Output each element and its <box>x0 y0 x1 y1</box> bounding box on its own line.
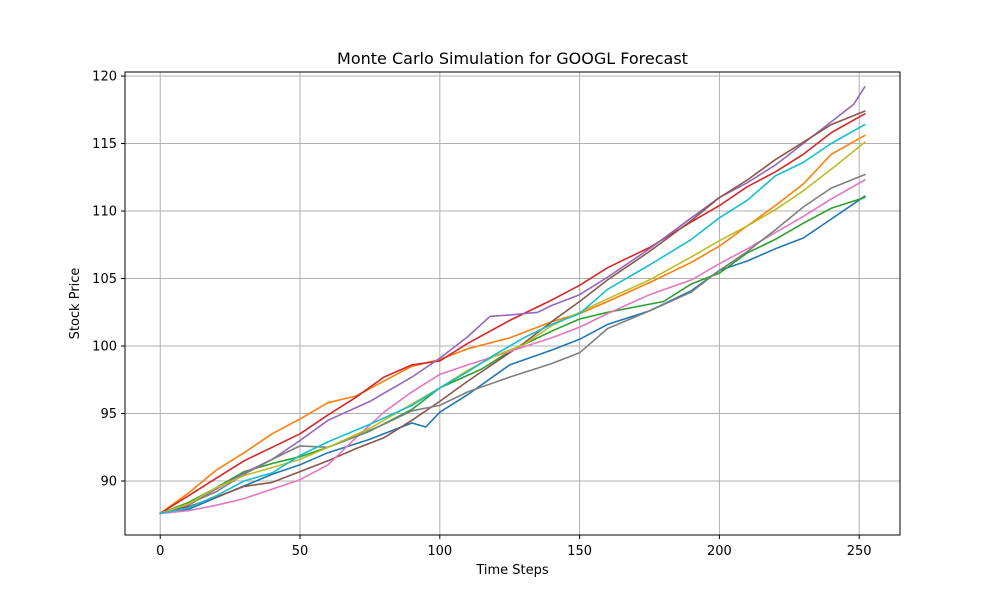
y-tick-label: 120 <box>92 70 117 85</box>
x-axis-label: Time Steps <box>475 563 549 578</box>
x-tick-label: 50 <box>292 544 309 559</box>
plot-frame <box>124 71 901 536</box>
series-line-9 <box>159 141 866 515</box>
x-tick-label: 100 <box>427 544 452 559</box>
axis-ticks: 0 50 100 150 200 250 90 95 100 105 110 115 120 <box>92 70 871 559</box>
y-tick-label: 90 <box>100 475 117 490</box>
grid-lines <box>125 72 900 535</box>
y-tick-label: 100 <box>92 340 117 355</box>
series-line-3 <box>159 196 866 515</box>
y-axis-label: Stock Price <box>68 268 83 340</box>
x-tick-label: 150 <box>567 544 592 559</box>
y-tick-label: 105 <box>92 272 117 287</box>
y-tick-label: 110 <box>92 205 117 220</box>
series-line-8 <box>159 173 866 515</box>
y-tick-label: 95 <box>100 407 117 422</box>
x-tick-label: 200 <box>707 544 732 559</box>
series-line-5 <box>159 86 866 515</box>
series-line-10 <box>159 123 866 515</box>
chart-title: Monte Carlo Simulation for GOOGL Forecas… <box>337 49 688 68</box>
series-lines <box>159 86 866 515</box>
x-tick-label: 0 <box>156 544 164 559</box>
series-line-4 <box>159 113 866 515</box>
series-line-6 <box>159 110 866 515</box>
x-tick-label: 250 <box>847 544 872 559</box>
y-tick-label: 115 <box>92 137 117 152</box>
series-line-1 <box>159 195 866 515</box>
